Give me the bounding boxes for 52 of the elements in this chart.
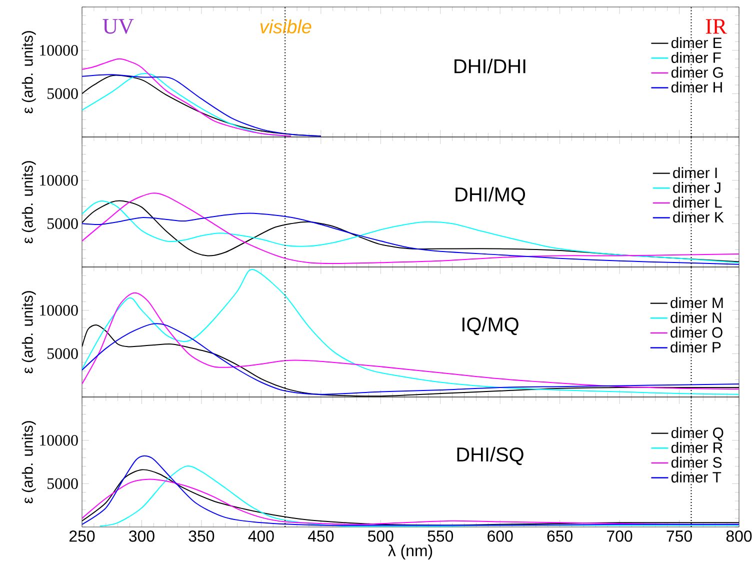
- y-tick-label: 10000: [40, 44, 78, 56]
- text: DHI/MQ: [456, 186, 526, 206]
- y-axis-title: ε (arb. units): [22, 291, 36, 374]
- line-series: [82, 58, 292, 137]
- legend-label: dimer S: [671, 456, 722, 468]
- y-tick-label: 5000: [48, 218, 78, 230]
- y-axis-title: ε (arb. units): [22, 421, 36, 504]
- line-series: [82, 292, 740, 390]
- legend-label: dimer K: [673, 212, 724, 223]
- y-tick-label: 5000: [48, 348, 78, 360]
- legend-label: dimer N: [670, 312, 722, 323]
- legend-label: dimer H: [671, 82, 722, 93]
- legend-label: dimer F: [671, 52, 721, 63]
- x-tick-label: 250: [70, 530, 95, 542]
- text: DHI/DHI: [454, 58, 526, 74]
- x-tick-label: 450: [308, 530, 334, 542]
- x-tick-label: 750: [666, 530, 692, 542]
- legend-label: dimer M: [670, 297, 723, 308]
- x-tick-label: 550: [428, 530, 454, 542]
- legend-label: dimer T: [671, 472, 722, 483]
- y-tick-label: 5000: [48, 88, 78, 100]
- annotation: IR: [706, 19, 727, 34]
- x-tick-label: 600: [488, 530, 513, 542]
- legend-label: dimer E: [671, 37, 722, 48]
- legend-label: dimer R: [671, 442, 722, 453]
- line-series: [82, 212, 740, 265]
- text: IQ/MQ: [462, 316, 518, 336]
- y-tick-label: 10000: [40, 434, 78, 446]
- legend-label: dimer P: [670, 342, 721, 353]
- line-series: [82, 270, 740, 395]
- annotation: UV: [102, 19, 134, 34]
- x-tick-label: 650: [547, 530, 572, 542]
- legend-label: dimer I: [673, 167, 717, 178]
- y-axis-title: ε (arb. units): [22, 31, 36, 114]
- y-tick-label: 10000: [40, 174, 78, 186]
- legend-label: dimer J: [673, 182, 720, 193]
- y-tick-label: 5000: [48, 478, 78, 490]
- y-axis-title: ε (arb. units): [22, 161, 36, 244]
- x-tick-label: 300: [129, 530, 154, 542]
- x-tick-label: 500: [368, 530, 394, 542]
- text: DHI/SQ: [457, 446, 524, 466]
- legend-label: dimer O: [670, 326, 722, 338]
- legend-label: dimer G: [671, 66, 723, 78]
- x-tick-label: 400: [248, 530, 274, 542]
- legend-label: dimer Q: [671, 427, 724, 441]
- x-tick-label: 800: [726, 530, 752, 542]
- y-tick-label: 10000: [40, 304, 78, 316]
- annotation: visible: [260, 20, 312, 34]
- x-axis-title: λ (nm): [388, 544, 432, 560]
- x-tick-label: 350: [188, 530, 214, 542]
- x-tick-label: 700: [607, 530, 632, 542]
- legend-label: dimer L: [673, 196, 722, 208]
